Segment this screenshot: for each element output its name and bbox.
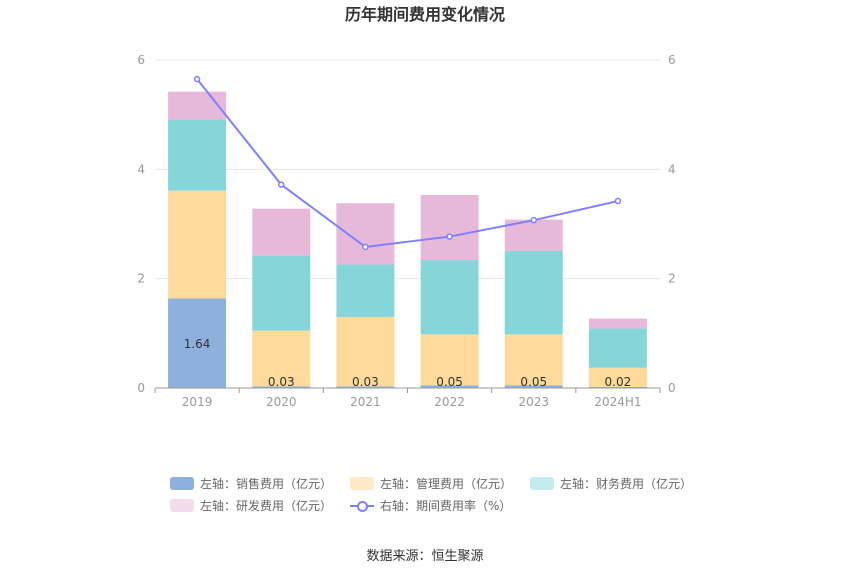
legend-label-admin: 左轴：管理费用（亿元） xyxy=(380,476,513,491)
x-tick-label: 2024H1 xyxy=(594,395,641,409)
bar-segment xyxy=(504,250,563,335)
expense-ratio-line xyxy=(196,78,619,249)
line-series xyxy=(193,75,622,251)
legend: 左轴：销售费用（亿元） 左轴：管理费用（亿元） 左轴：财务费用（亿元） 左轴：研… xyxy=(170,472,692,516)
legend-label-rd: 左轴：研发费用（亿元） xyxy=(200,498,333,513)
legend-label-sales: 左轴：销售费用（亿元） xyxy=(200,476,333,491)
left-y-tick-label: 4 xyxy=(137,162,145,176)
bar-segment xyxy=(168,91,227,120)
x-tick-label: 2022 xyxy=(434,395,465,409)
legend-label-finance: 左轴：财务费用（亿元） xyxy=(560,476,693,491)
bar-segment xyxy=(336,316,395,387)
bar-segment xyxy=(252,330,311,387)
expense-ratio-point xyxy=(446,233,453,240)
expense-ratio-point xyxy=(530,216,537,224)
bar-value-label: 0.05 xyxy=(436,375,463,389)
bar-value-label: 0.05 xyxy=(520,375,547,389)
expense-ratio-point xyxy=(278,181,285,188)
bar-segment xyxy=(588,386,647,388)
bar-segment xyxy=(168,190,227,299)
legend-label-expense-ratio: 右轴：期间费用率（%） xyxy=(380,498,512,513)
bar-value-label: 0.03 xyxy=(352,375,379,389)
data-source: 数据来源：恒生聚源 xyxy=(366,549,484,564)
legend-swatch-finance xyxy=(530,476,555,490)
bar-segment xyxy=(588,328,647,368)
x-tick-label: 2021 xyxy=(350,395,381,409)
bar-segment xyxy=(504,334,563,386)
bar-segment xyxy=(588,367,647,387)
bar-segment xyxy=(504,385,563,388)
expense-ratio-point xyxy=(193,75,201,83)
legend-item-expense-ratio[interactable]: 右轴：期间费用率（%） xyxy=(350,497,511,514)
expense-ratio-point xyxy=(362,243,369,251)
bar-segment xyxy=(252,255,311,331)
bar-segment xyxy=(336,386,395,388)
chart-title: 历年期间费用变化情况 xyxy=(345,5,505,24)
right-y-tick-label: 0 xyxy=(668,381,676,395)
x-tick-label: 2023 xyxy=(518,395,549,409)
bar-segment xyxy=(420,334,479,386)
legend-swatch-expense-ratio xyxy=(350,499,375,512)
bar-segment xyxy=(168,298,227,388)
right-y-tick-label: 2 xyxy=(668,272,676,286)
legend-item-admin[interactable]: 左轴：管理费用（亿元） xyxy=(350,475,512,492)
legend-swatch-rd xyxy=(170,498,194,512)
bar-segment xyxy=(420,385,479,388)
bar-segment xyxy=(588,318,647,329)
legend-swatch-admin xyxy=(350,476,375,490)
axes: 0 2 4 6 0 2 4 6 2019 2020 2021 2022 2023 2024H1 xyxy=(137,53,675,409)
legend-swatch-sales xyxy=(170,476,194,490)
legend-item-sales[interactable]: 左轴：销售费用（亿元） xyxy=(170,475,332,492)
legend-item-rd[interactable]: 左轴：研发费用（亿元） xyxy=(170,497,332,514)
bar-segment xyxy=(420,195,479,261)
bar-segment xyxy=(168,119,227,191)
right-y-tick-label: 6 xyxy=(668,53,676,67)
right-y-tick-label: 4 xyxy=(668,162,676,176)
bar-segment xyxy=(252,208,311,256)
left-y-tick-label: 0 xyxy=(137,381,145,395)
expense-ratio-point xyxy=(614,197,622,205)
data-labels: 1.64 0.03 0.03 0.05 0.05 0.02 xyxy=(184,337,632,389)
bar-value-label: 1.64 xyxy=(184,337,211,351)
legend-item-finance[interactable]: 左轴：财务费用（亿元） xyxy=(530,475,692,492)
x-tick-label: 2020 xyxy=(266,395,297,409)
bar-segment xyxy=(420,260,479,335)
left-y-tick-label: 2 xyxy=(137,272,145,286)
x-tick-label: 2019 xyxy=(182,395,213,409)
left-y-tick-label: 6 xyxy=(137,53,145,67)
bar-segment xyxy=(252,386,311,388)
grid-lines xyxy=(155,59,660,280)
bar-series xyxy=(168,91,647,388)
bar-value-label: 0.03 xyxy=(268,375,295,389)
bar-segment xyxy=(336,203,395,265)
bar-segment xyxy=(336,264,395,317)
bar-value-label: 0.02 xyxy=(605,375,632,389)
